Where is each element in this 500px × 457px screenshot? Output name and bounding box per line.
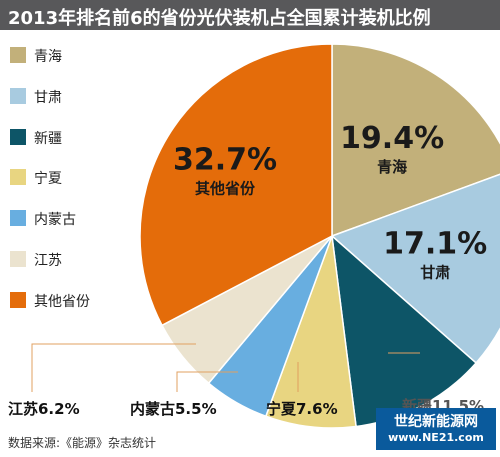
slice-name-label-0: 青海 [377, 158, 407, 176]
leader-line-4 [176, 371, 238, 392]
pie-slice-1 [330, 173, 500, 365]
pie-slice-6 [139, 43, 333, 327]
legend-swatch [10, 128, 26, 145]
legend-swatch [10, 87, 26, 104]
legend-label: 宁夏 [34, 171, 62, 188]
source-note: 数据来源:《能源》杂志统计 [8, 436, 157, 450]
slice-percent-label-0: 19.4% [340, 121, 444, 156]
slice-name-label-6: 其他省份 [195, 179, 256, 197]
legend-label: 新疆 [34, 130, 62, 147]
callout-label-neimenggu: 内蒙古5.5% [130, 400, 217, 418]
legend-label: 其他省份 [34, 293, 90, 310]
legend-label: 江苏 [34, 252, 62, 269]
watermark-line1: 世纪新能源网 [394, 414, 478, 430]
slice-name-label-1: 甘肃 [420, 263, 450, 281]
slice-percent-label-1: 17.1% [383, 226, 487, 261]
legend-label: 内蒙古 [34, 212, 76, 229]
watermark-logo: 世纪新能源网 www.NE21.com [376, 408, 496, 450]
slice-percent-label-6: 32.7% [173, 142, 277, 177]
pie-slice-2 [331, 234, 478, 428]
legend-swatch [10, 210, 26, 227]
watermark-line2: www.NE21.com [388, 431, 484, 444]
legend-label: 青海 [34, 49, 62, 65]
legend-label: 甘肃 [34, 89, 62, 106]
legend-swatch [10, 291, 26, 308]
leader-line-5 [31, 343, 196, 392]
legend-swatch [10, 169, 26, 186]
title-bar: 2013年排名前6的省份光伏装机占全国累计装机比例 [0, 0, 500, 30]
legend-swatch [10, 47, 26, 63]
legend-swatch [10, 250, 26, 267]
pie-slice-0 [331, 43, 500, 238]
callout-label-ningxia: 宁夏7.6% [266, 400, 338, 418]
chart-title: 2013年排名前6的省份光伏装机占全国累计装机比例 [8, 8, 431, 29]
callout-label-jiangsu: 江苏6.2% [8, 400, 80, 418]
